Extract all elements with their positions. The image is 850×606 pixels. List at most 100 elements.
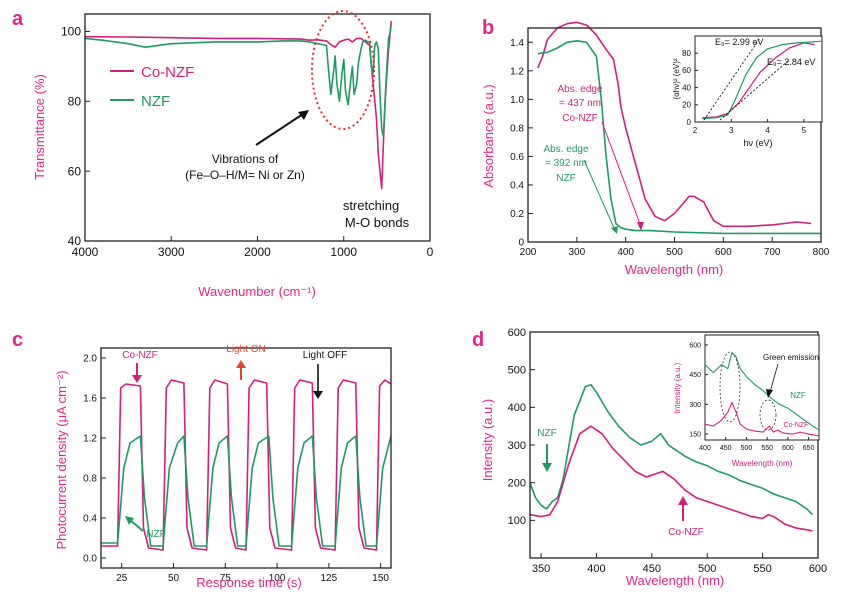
a-x-tick-label-2: 2000 xyxy=(244,245,271,259)
c-x-tick-label-4: 125 xyxy=(321,573,338,584)
a-x-tick-label-1: 3000 xyxy=(158,245,185,259)
inset-y-label-b: (αhν)² (eV)² xyxy=(672,58,681,99)
b-inset-y-tick-label-2: 40 xyxy=(682,83,691,92)
co-edge-annotation-line3: Co-NZF xyxy=(562,113,598,124)
d-y-tick-label-3: 400 xyxy=(508,402,526,414)
legend-label-nzf: NZF xyxy=(141,93,170,110)
inset-label-co-nzf-d: Co-NZF xyxy=(784,422,809,429)
panel-label-d: d xyxy=(472,329,484,351)
x-axis-label-b: Wavelength (nm) xyxy=(625,262,724,277)
c-x-tick-label-1: 50 xyxy=(168,573,180,584)
arrowhead-nzf-c xyxy=(125,516,134,525)
panel-c: c 25 50 75 100 125 150 0.0 0.4 0.8 1.2 1.6 2.0 Resp… xyxy=(12,329,392,590)
panel-label-b: b xyxy=(482,17,494,39)
c-x-tick-label-5: 150 xyxy=(372,573,389,584)
plot-frame-a xyxy=(84,13,431,242)
nzf-edge-annotation-line1: Abs. edge xyxy=(543,144,588,155)
inset-label-nzf-d: NZF xyxy=(790,391,806,400)
plot-frame-b xyxy=(527,27,822,243)
co-edge-arrow xyxy=(601,121,641,225)
a-x-tick-label-4: 0 xyxy=(427,245,434,259)
c-x-tick-label-2: 75 xyxy=(220,573,232,584)
b-inset-series-co-nzf xyxy=(702,42,815,119)
nzf-edge-annotation-line3: NZF xyxy=(556,173,575,184)
co-edge-annotation-line1: Abs. edge xyxy=(557,84,602,95)
d-series-co-nzf xyxy=(529,425,813,532)
b-inset-y-tick-label-4: 80 xyxy=(682,49,691,58)
a-y-tick-label-2: 60 xyxy=(68,164,82,178)
b-series-nzf xyxy=(537,39,821,235)
b-y-tick-label-7: 1.4 xyxy=(510,38,524,49)
co-edge-arrowhead xyxy=(637,222,644,231)
d-inset-y-tick-label-2: 450 xyxy=(689,372,701,379)
vibration-arrowhead xyxy=(298,110,309,120)
a-y-tick-label-0: 100 xyxy=(61,25,81,39)
d-inset-series-co-nzf xyxy=(704,401,820,437)
b-x-tick-label-0: 200 xyxy=(520,247,537,258)
b-inset-x-tick-label-2: 4 xyxy=(765,126,770,135)
x-axis-label-a: Wavenumber (cm⁻¹) xyxy=(198,284,316,299)
y-axis-label-a: Transmittance (%) xyxy=(32,74,47,180)
d-inset-x-tick-label-5: 650 xyxy=(803,445,815,452)
a-y-tick-label-1: 80 xyxy=(68,95,82,109)
d-y-tick-label-4: 500 xyxy=(508,365,526,377)
inset-arrow-green-emission xyxy=(769,363,779,393)
d-series-nzf xyxy=(529,383,814,516)
panel-d: d 350 400 450 500 550 600 100 200 300 400 500 600 W… xyxy=(472,327,827,588)
panel-label-c: c xyxy=(12,329,23,351)
d-inset-y-tick-label-0: 150 xyxy=(689,432,701,439)
arrowhead-light-off xyxy=(313,391,323,399)
co-edge-annotation-line2: = 437 nm xyxy=(559,98,601,109)
c-y-tick-label-5: 2.0 xyxy=(83,354,97,365)
b-x-tick-label-5: 700 xyxy=(764,247,781,258)
annotation-nzf-c: NZF xyxy=(146,529,165,540)
d-x-tick-label-3: 500 xyxy=(698,563,716,575)
a-series-co-nzf xyxy=(84,20,392,190)
b-x-tick-label-1: 300 xyxy=(568,247,585,258)
a-series-nzf xyxy=(84,24,392,137)
c-x-tick-label-3: 100 xyxy=(269,573,286,584)
d-x-tick-label-0: 350 xyxy=(532,563,550,575)
b-y-tick-label-2: 0.4 xyxy=(510,180,524,191)
b-x-tick-label-6: 800 xyxy=(813,247,830,258)
inset-y-label-d: Intensity (a.u.) xyxy=(673,362,682,413)
d-x-tick-label-1: 400 xyxy=(587,563,605,575)
y-axis-label-b: Absorbance (a.u.) xyxy=(481,84,496,187)
vibration-annotation-line2: (Fe–O–H/M= Ni or Zn) xyxy=(185,168,305,182)
annotation-co-nzf-d: Co-NZF xyxy=(668,527,704,538)
arrowhead-light-on xyxy=(236,360,246,368)
b-inset-y-tick-label-1: 20 xyxy=(682,101,691,110)
a-x-tick-label-3: 1000 xyxy=(330,245,357,259)
b-x-tick-label-3: 500 xyxy=(666,247,683,258)
c-series-co-nzf xyxy=(101,379,392,551)
plot-frame-d xyxy=(529,331,819,559)
b-y-tick-label-1: 0.2 xyxy=(510,209,524,220)
inset-label-eg-nzf: E₉= 2.99 eV xyxy=(715,37,763,47)
annotation-light-off: Light OFF xyxy=(303,350,347,361)
inset-frame-b xyxy=(694,35,823,123)
annotation-nzf-d: NZF xyxy=(537,428,556,439)
a-x-tick-label-0: 4000 xyxy=(72,245,99,259)
d-x-tick-label-5: 600 xyxy=(809,563,827,575)
vibration-region-circle xyxy=(311,10,375,130)
b-inset-x-tick-label-1: 3 xyxy=(729,126,734,135)
b-y-tick-label-5: 1.0 xyxy=(510,95,524,106)
vibration-arrow xyxy=(255,113,304,146)
vibration-annotation-line1: Vibrations of xyxy=(212,152,279,166)
b-y-tick-label-3: 0.6 xyxy=(510,152,524,163)
plot-frame-c xyxy=(100,347,392,569)
arrowhead-co-nzf-d xyxy=(678,496,688,505)
b-series-co-nzf xyxy=(537,21,812,228)
c-y-tick-label-3: 1.2 xyxy=(83,434,97,445)
b-x-tick-label-2: 400 xyxy=(617,247,634,258)
d-inset-y-tick-label-3: 600 xyxy=(689,342,701,349)
panel-b: b 200 300 400 500 600 700 80000.20.40.60.81.01… xyxy=(481,17,830,277)
d-inset-x-tick-label-2: 500 xyxy=(741,445,753,452)
d-y-tick-label-0: 100 xyxy=(508,515,526,527)
arrowhead-nzf-d xyxy=(542,463,552,472)
b-y-tick-label-0: 0 xyxy=(518,238,524,249)
arrowhead-co-nzf-c xyxy=(132,375,142,383)
c-x-tick-label-0: 25 xyxy=(116,573,128,584)
d-inset-y-tick-label-1: 300 xyxy=(689,402,701,409)
